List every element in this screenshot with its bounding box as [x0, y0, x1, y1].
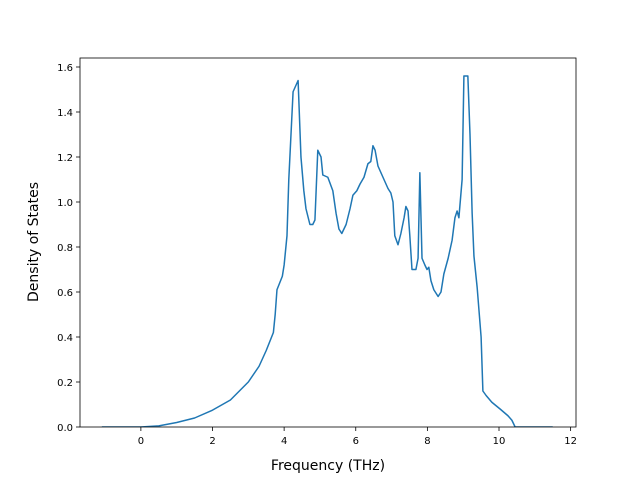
- y-tick-label: 1.6: [57, 63, 73, 74]
- y-tick-label: 0.2: [57, 378, 73, 389]
- x-tick-label: 8: [424, 436, 430, 447]
- y-tick-label: 0.8: [57, 243, 73, 254]
- line: [101, 75, 553, 427]
- x-tick-label: 4: [281, 436, 287, 447]
- y-axis-label: Density of States: [26, 182, 42, 302]
- x-tick-label: 10: [493, 436, 506, 447]
- plot-frame: [79, 57, 577, 428]
- x-tick-label: 0: [138, 436, 144, 447]
- y-tick-label: 0.6: [57, 288, 73, 299]
- x-tick-label: 6: [353, 436, 359, 447]
- y-tick-label: 1.2: [57, 153, 73, 164]
- x-tick-label: 12: [564, 436, 577, 447]
- y-tick-label: 1.0: [57, 198, 73, 209]
- y-tick-label: 0.0: [57, 423, 73, 434]
- x-axis-label: Frequency (THz): [271, 458, 385, 474]
- x-tick-label: 2: [209, 436, 215, 447]
- y-tick-label: 1.4: [57, 108, 73, 119]
- y-tick-label: 0.4: [57, 333, 73, 344]
